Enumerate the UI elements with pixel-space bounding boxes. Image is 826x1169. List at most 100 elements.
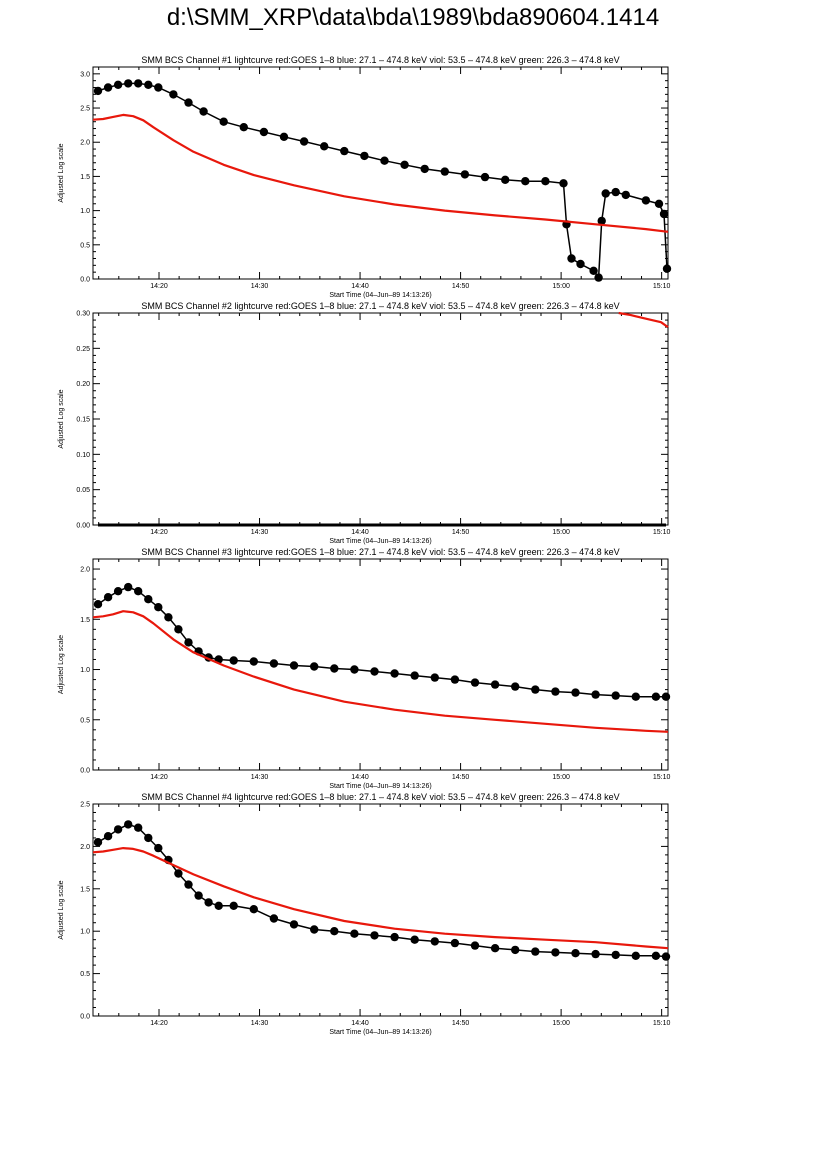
x-axis-label: Start Time (04–Jun–89 14:13:26) bbox=[329, 1029, 431, 1036]
bcs-data-point bbox=[430, 937, 439, 946]
bcs-data-point bbox=[229, 901, 238, 910]
y-tick-label: 0.20 bbox=[76, 381, 90, 388]
x-tick-label: 14:20 bbox=[150, 774, 168, 781]
bcs-data-point bbox=[551, 948, 560, 957]
bcs-data-point bbox=[594, 273, 603, 282]
y-tick-label: 0.25 bbox=[76, 346, 90, 353]
bcs-data-point bbox=[330, 664, 339, 673]
y-tick-label: 1.5 bbox=[80, 617, 90, 624]
bcs-data-point bbox=[450, 675, 460, 684]
bcs-data-point bbox=[576, 259, 585, 269]
bcs-data-point bbox=[430, 673, 439, 682]
bcs-data-point bbox=[350, 929, 359, 938]
bcs-data-point bbox=[93, 86, 103, 96]
chart-panel-4: SMM BCS Channel #4 lightcurve red:GOES 1… bbox=[58, 792, 670, 1036]
chart-title: SMM BCS Channel #2 lightcurve red:GOES 1… bbox=[141, 301, 619, 311]
bcs-data-point bbox=[470, 941, 480, 950]
bcs-data-point bbox=[184, 98, 193, 107]
bcs-data-point bbox=[480, 172, 490, 182]
bcs-data-point bbox=[249, 905, 258, 914]
plot-frame bbox=[92, 803, 669, 1017]
x-tick-label: 15:10 bbox=[653, 283, 671, 290]
y-tick-label: 0.0 bbox=[80, 768, 90, 775]
x-tick-label: 14:30 bbox=[251, 1020, 269, 1027]
bcs-data-point bbox=[521, 177, 530, 186]
x-tick-label: 15:00 bbox=[552, 774, 570, 781]
bcs-data-point bbox=[164, 613, 173, 622]
y-tick-label: 2.5 bbox=[80, 106, 90, 113]
y-axis-label: Adjusted Log scale bbox=[58, 389, 65, 448]
bcs-data-point bbox=[269, 659, 279, 668]
bcs-data-point bbox=[154, 843, 163, 853]
x-axis-label: Start Time (04–Jun–89 14:13:26) bbox=[329, 538, 431, 545]
bcs-data-point bbox=[134, 587, 143, 596]
bcs-data-point bbox=[320, 142, 329, 151]
bcs-data-point bbox=[330, 927, 339, 936]
bcs-data-point bbox=[470, 678, 480, 687]
bcs-data-point bbox=[591, 949, 600, 959]
bcs-data-point bbox=[651, 692, 661, 701]
bcs-data-point bbox=[390, 669, 399, 678]
y-tick-label: 0.5 bbox=[80, 242, 90, 249]
x-tick-label: 14:50 bbox=[452, 774, 470, 781]
bcs-data-point bbox=[531, 685, 540, 694]
goes-series-line bbox=[92, 113, 669, 233]
bcs-data-point bbox=[174, 625, 183, 634]
bcs-data-point bbox=[370, 931, 379, 940]
bcs-data-point bbox=[662, 264, 672, 273]
bcs-data-point bbox=[611, 187, 620, 197]
plot-frame bbox=[92, 66, 669, 280]
y-tick-label: 0.10 bbox=[76, 452, 90, 459]
bcs-data-point bbox=[93, 600, 103, 609]
bcs-data-point bbox=[611, 691, 620, 700]
bcs-series-line bbox=[97, 823, 667, 958]
bcs-data-point bbox=[531, 947, 540, 956]
bcs-data-point bbox=[571, 949, 580, 958]
bcs-data-point bbox=[229, 656, 238, 665]
y-tick-label: 2.0 bbox=[80, 140, 90, 147]
bcs-data-point bbox=[113, 80, 123, 90]
bcs-data-point bbox=[541, 177, 550, 186]
x-tick-label: 15:10 bbox=[653, 529, 671, 536]
y-tick-label: 0.0 bbox=[80, 1014, 90, 1021]
y-tick-label: 0.5 bbox=[80, 971, 90, 978]
bcs-data-point bbox=[214, 901, 223, 910]
bcs-data-point bbox=[410, 935, 419, 944]
bcs-data-point bbox=[651, 951, 661, 960]
y-tick-label: 0.5 bbox=[80, 717, 90, 724]
x-tick-label: 15:00 bbox=[552, 1020, 570, 1027]
bcs-data-point bbox=[299, 137, 309, 146]
y-tick-label: 0.00 bbox=[76, 523, 90, 530]
bcs-data-point bbox=[659, 209, 669, 219]
bcs-data-point bbox=[410, 671, 419, 680]
bcs-data-point bbox=[184, 638, 193, 647]
bcs-data-point bbox=[591, 690, 600, 699]
bcs-data-point bbox=[661, 952, 671, 961]
x-tick-label: 15:10 bbox=[653, 1020, 671, 1027]
y-tick-label: 0.0 bbox=[80, 277, 90, 284]
goes-series-line bbox=[92, 610, 669, 733]
bcs-series-line bbox=[97, 586, 666, 698]
y-tick-label: 1.5 bbox=[80, 886, 90, 893]
bcs-data-point bbox=[289, 920, 299, 929]
bcs-data-point bbox=[144, 595, 153, 604]
x-tick-label: 14:30 bbox=[251, 774, 269, 781]
bcs-data-point bbox=[310, 662, 319, 671]
y-tick-label: 0.30 bbox=[76, 311, 90, 318]
bcs-data-point bbox=[184, 880, 193, 889]
bcs-data-point bbox=[134, 79, 143, 88]
bcs-data-point bbox=[124, 79, 133, 88]
x-tick-label: 14:50 bbox=[452, 283, 470, 290]
x-tick-label: 14:30 bbox=[251, 283, 269, 290]
plot-frame bbox=[92, 312, 669, 526]
x-tick-label: 14:20 bbox=[150, 283, 168, 290]
bcs-data-point bbox=[93, 838, 103, 847]
bcs-data-point bbox=[360, 151, 369, 161]
bcs-data-point bbox=[621, 190, 630, 200]
y-axis-label: Adjusted Log scale bbox=[58, 143, 65, 202]
bcs-data-point bbox=[641, 196, 651, 205]
bcs-data-point bbox=[420, 164, 429, 174]
bcs-data-point bbox=[340, 146, 349, 156]
chart-title: SMM BCS Channel #1 lightcurve red:GOES 1… bbox=[141, 55, 619, 65]
x-tick-label: 15:00 bbox=[552, 283, 570, 290]
